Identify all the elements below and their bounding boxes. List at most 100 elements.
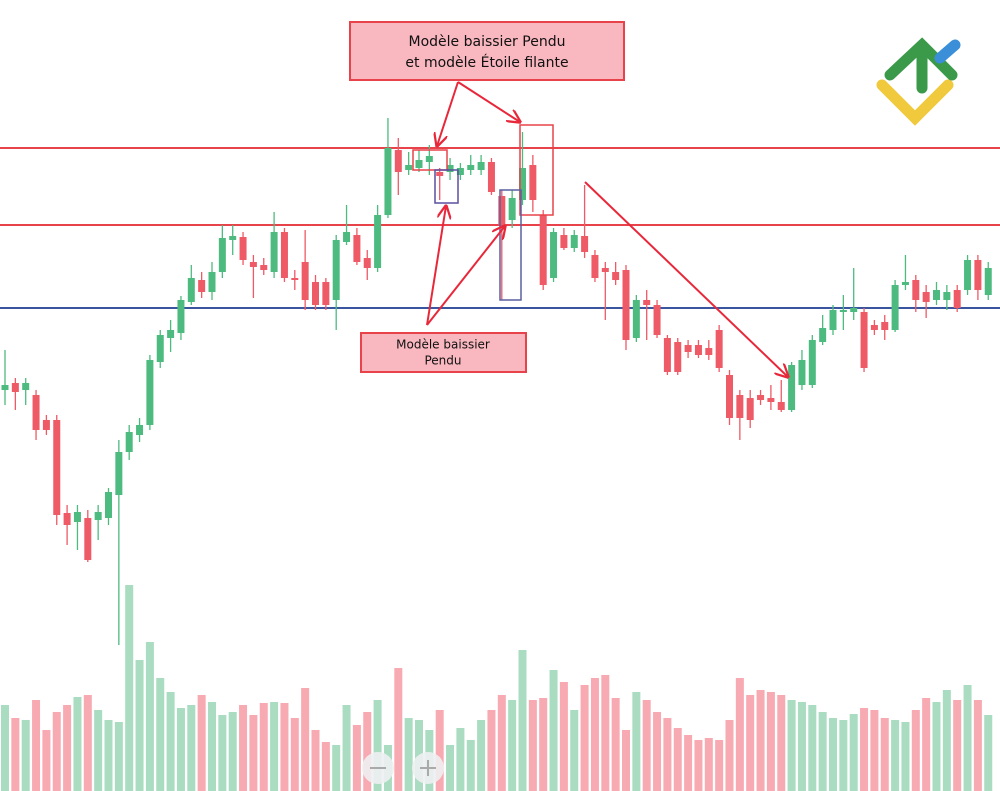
volume-bar: [984, 715, 993, 791]
volume-bar: [756, 690, 765, 791]
candle-body: [456, 168, 464, 175]
annotation-text: et modèle Étoile filante: [405, 54, 568, 71]
volume-bar: [549, 670, 558, 791]
candle-body: [591, 255, 599, 278]
logo-part: [876, 79, 954, 126]
volume-bar: [694, 740, 703, 791]
volume-bar: [829, 718, 837, 791]
candle-body: [301, 262, 309, 300]
volume-bar: [94, 710, 103, 791]
candle-body: [177, 300, 185, 333]
candle-body: [291, 278, 299, 280]
candle-body: [270, 232, 278, 272]
candle-body: [601, 268, 609, 272]
arrow: [584, 181, 788, 377]
candle-body: [715, 330, 723, 368]
candle-body: [260, 265, 268, 270]
candle-body: [322, 282, 330, 305]
candle-body: [198, 280, 206, 292]
volume-bar: [73, 697, 82, 791]
candle-body: [146, 360, 154, 425]
volume-bar: [590, 678, 599, 791]
volume-bar: [342, 705, 351, 791]
candle-body: [643, 300, 651, 305]
volume-bar: [497, 695, 506, 791]
candle-body: [922, 292, 930, 302]
volume-bar: [363, 712, 372, 791]
candle-body: [343, 232, 351, 242]
volume-layer: [1, 585, 993, 791]
volume-bar: [870, 710, 879, 791]
candle-body: [239, 237, 247, 260]
candle-body: [1, 385, 9, 390]
volume-bar: [808, 705, 817, 791]
candle-body: [425, 156, 433, 162]
volume-bar: [32, 700, 41, 791]
volume-bar: [642, 700, 651, 791]
highlight-box: [412, 149, 448, 171]
arrow: [426, 206, 446, 326]
volume-bar: [125, 585, 134, 791]
volume-bar: [860, 708, 869, 791]
candle-body: [570, 235, 578, 248]
volume-bar: [52, 712, 61, 791]
arrow: [437, 81, 459, 146]
volume-bar: [456, 728, 465, 791]
candle-body: [498, 196, 506, 225]
volume-bar: [559, 682, 568, 791]
candle-body: [726, 375, 733, 418]
volume-bar: [746, 695, 755, 791]
volume-bar: [11, 718, 20, 791]
volume-bar: [963, 685, 972, 791]
volume-bar: [218, 715, 227, 791]
candle-body: [881, 322, 889, 330]
candle-body: [850, 308, 858, 312]
volume-bar: [839, 720, 848, 791]
candle-body: [694, 345, 702, 355]
volume-bar: [653, 712, 662, 791]
candle-body: [860, 312, 868, 368]
candle-body: [187, 278, 195, 302]
volume-bar: [570, 710, 579, 791]
volume-bar: [611, 698, 620, 791]
candle-body: [674, 342, 682, 372]
candle-body: [839, 310, 847, 312]
candle-body: [622, 270, 630, 340]
candle-body: [125, 432, 133, 452]
volume-bar: [321, 742, 330, 791]
candle-body: [777, 402, 785, 410]
candle-body: [736, 395, 744, 418]
candle-body: [42, 420, 50, 430]
candle-body: [156, 335, 164, 362]
volume-bar: [114, 722, 123, 791]
volume-bar: [539, 698, 548, 791]
candle-body: [829, 310, 837, 330]
volume-bar: [684, 735, 693, 791]
zoom-in-icon: [420, 760, 436, 776]
volume-bar: [787, 700, 796, 791]
logo-part: [884, 37, 958, 94]
arrow: [426, 226, 505, 326]
annotation-box: [349, 21, 625, 81]
annotation-box: [360, 332, 527, 373]
volume-bar: [880, 718, 889, 791]
candle-body: [405, 165, 413, 170]
arrow: [457, 81, 520, 122]
candle-body: [663, 338, 671, 372]
volume-bar: [777, 695, 786, 791]
candle-body: [229, 236, 237, 240]
candle-body: [353, 235, 361, 262]
candle-body: [312, 282, 319, 305]
candle-body: [581, 236, 589, 252]
candle-body: [933, 290, 940, 300]
volume-bar: [104, 720, 113, 791]
candle-body: [870, 325, 878, 330]
candle-body: [550, 232, 558, 278]
logo-part: [934, 39, 961, 64]
volume-bar: [528, 700, 537, 791]
volume-bar: [176, 708, 185, 791]
candle-body: [446, 165, 454, 172]
candle-body: [208, 272, 216, 292]
volume-bar: [373, 700, 382, 791]
